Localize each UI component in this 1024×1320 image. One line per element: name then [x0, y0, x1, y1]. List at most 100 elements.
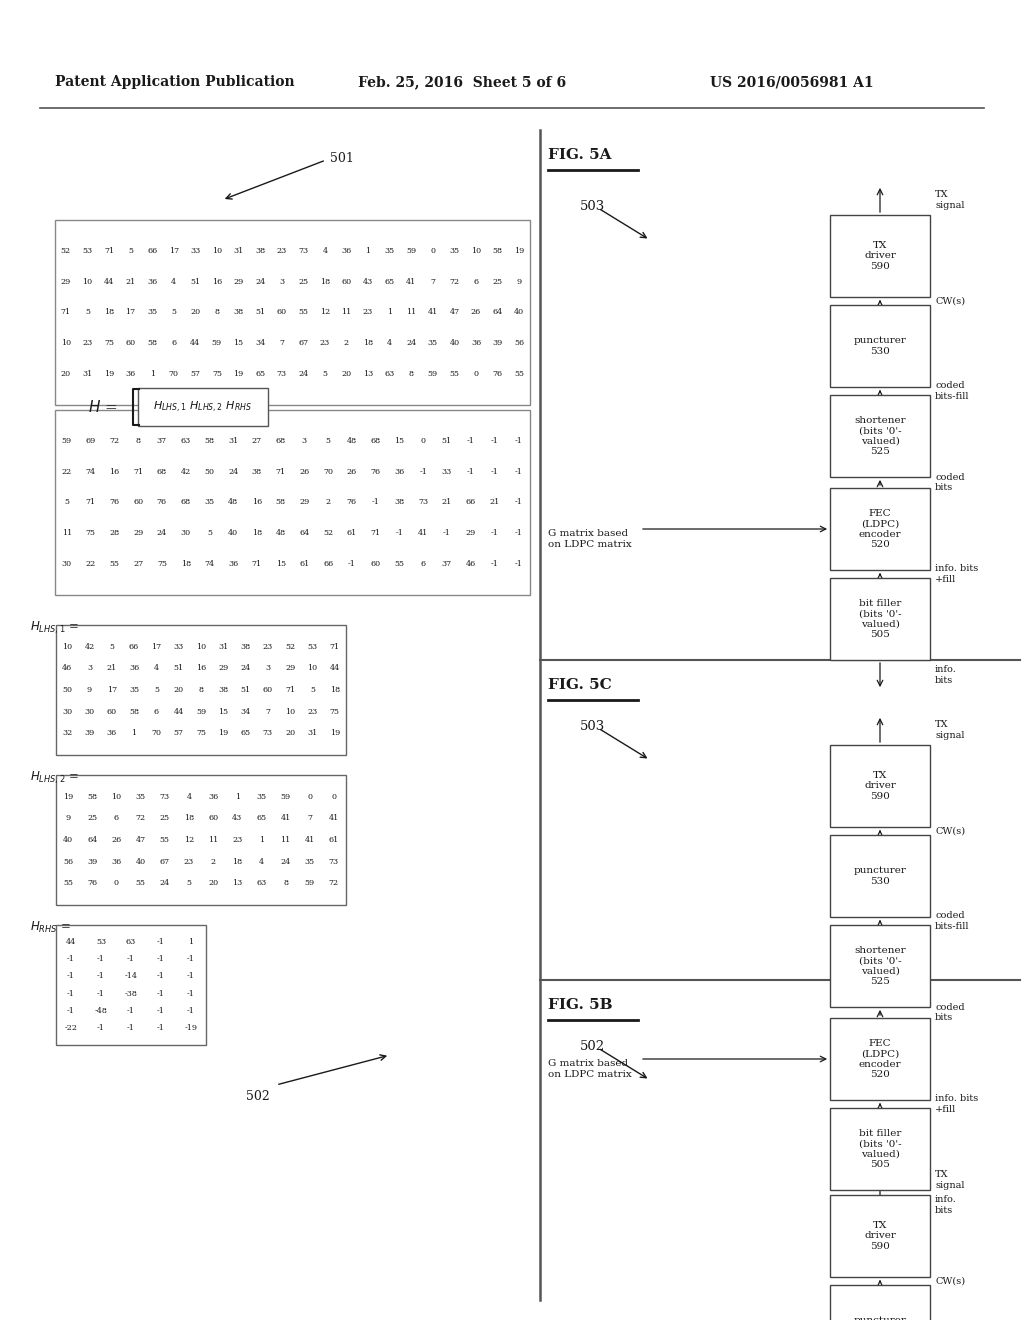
Text: 31: 31 [218, 643, 228, 651]
Text: 41: 41 [418, 529, 428, 537]
Text: 26: 26 [347, 467, 357, 475]
Bar [830, 744, 930, 828]
Text: -1: -1 [514, 499, 522, 507]
Text: 19: 19 [514, 247, 524, 255]
Text: 36: 36 [341, 247, 351, 255]
Text: 60: 60 [276, 309, 287, 317]
Text: 75: 75 [212, 370, 222, 378]
Text: 12: 12 [183, 836, 194, 843]
Bar [830, 395, 930, 477]
Text: 10: 10 [62, 643, 73, 651]
Text: coded
bits: coded bits [935, 1003, 965, 1022]
Text: 8: 8 [214, 309, 219, 317]
Text: -1: -1 [372, 499, 380, 507]
Text: CW(s): CW(s) [935, 297, 966, 305]
Text: 55: 55 [160, 836, 170, 843]
Text: 10: 10 [471, 247, 481, 255]
Text: 23: 23 [307, 708, 317, 715]
Text: 10: 10 [82, 277, 92, 285]
Text: info. bits
+fill: info. bits +fill [935, 1094, 978, 1114]
Text: 60: 60 [126, 339, 135, 347]
Text: 76: 76 [493, 370, 503, 378]
Text: 2: 2 [344, 339, 349, 347]
Text: 20: 20 [190, 309, 201, 317]
Text: 31: 31 [82, 370, 92, 378]
Text: 56: 56 [63, 858, 73, 866]
Text: 10: 10 [112, 793, 122, 801]
Text: 7: 7 [430, 277, 435, 285]
Text: 35: 35 [305, 858, 314, 866]
Text: 38: 38 [255, 247, 265, 255]
Text: 4: 4 [259, 858, 264, 866]
Text: 52: 52 [285, 643, 295, 651]
Text: 11: 11 [341, 309, 351, 317]
Text: 501: 501 [330, 152, 354, 165]
Text: 72: 72 [450, 277, 460, 285]
Text: 68: 68 [371, 437, 381, 445]
Text: TX
driver
590: TX driver 590 [864, 771, 896, 801]
Text: 39: 39 [84, 730, 94, 738]
Text: bit filler
(bits '0'-
valued)
505: bit filler (bits '0'- valued) 505 [859, 599, 901, 639]
Text: 73: 73 [276, 370, 287, 378]
Text: 11: 11 [208, 836, 218, 843]
Text: 27: 27 [133, 560, 143, 568]
Text: -1: -1 [97, 973, 104, 981]
Text: shortener
(bits '0'-
valued)
525: shortener (bits '0'- valued) 525 [854, 416, 906, 457]
Text: 26: 26 [471, 309, 481, 317]
Text: puncturer
530: puncturer 530 [854, 1316, 906, 1320]
Text: 9: 9 [66, 814, 71, 822]
Text: 5: 5 [65, 499, 70, 507]
Text: info. bits
+fill: info. bits +fill [935, 565, 978, 583]
Text: 6: 6 [171, 339, 176, 347]
Text: 74: 74 [205, 560, 214, 568]
Text: 502: 502 [246, 1090, 269, 1104]
Text: 23: 23 [362, 309, 373, 317]
Text: 48: 48 [275, 529, 286, 537]
Text: 502: 502 [580, 1040, 605, 1053]
Bar [138, 388, 268, 426]
Text: 4: 4 [171, 277, 176, 285]
Text: 66: 66 [466, 499, 476, 507]
Text: 72: 72 [329, 879, 339, 887]
Text: 10: 10 [285, 708, 295, 715]
Text: 24: 24 [407, 339, 417, 347]
Text: 52: 52 [323, 529, 333, 537]
Text: 15: 15 [233, 339, 244, 347]
Text: 1: 1 [234, 793, 240, 801]
Text: -38: -38 [125, 990, 137, 998]
Text: 63: 63 [385, 370, 395, 378]
Text: 60: 60 [208, 814, 218, 822]
Text: 44: 44 [173, 708, 184, 715]
Text: 25: 25 [160, 814, 170, 822]
Text: 72: 72 [135, 814, 145, 822]
Text: 36: 36 [126, 370, 136, 378]
Text: 5: 5 [110, 643, 115, 651]
Text: 43: 43 [232, 814, 243, 822]
Text: 4: 4 [387, 339, 392, 347]
Text: 55: 55 [394, 560, 404, 568]
Text: 35: 35 [385, 247, 394, 255]
Text: 23: 23 [232, 836, 243, 843]
Text: 29: 29 [299, 499, 309, 507]
Text: 18: 18 [184, 814, 194, 822]
Text: 42: 42 [180, 467, 190, 475]
Text: 47: 47 [450, 309, 460, 317]
Bar [55, 411, 530, 595]
Text: 60: 60 [371, 560, 381, 568]
Text: -1: -1 [97, 990, 104, 998]
Text: -1: -1 [187, 1007, 195, 1015]
Text: 15: 15 [394, 437, 404, 445]
Text: 35: 35 [450, 247, 460, 255]
Text: 74: 74 [86, 467, 95, 475]
Text: 32: 32 [62, 730, 73, 738]
Text: 23: 23 [276, 247, 287, 255]
Text: -22: -22 [65, 1024, 78, 1032]
Text: 35: 35 [428, 339, 438, 347]
Text: 23: 23 [82, 339, 92, 347]
Text: 30: 30 [61, 560, 72, 568]
Text: -1: -1 [157, 956, 165, 964]
Text: coded
bits-fill: coded bits-fill [935, 381, 970, 401]
Text: 51: 51 [255, 309, 265, 317]
Text: 8: 8 [409, 370, 414, 378]
Text: 73: 73 [329, 858, 339, 866]
